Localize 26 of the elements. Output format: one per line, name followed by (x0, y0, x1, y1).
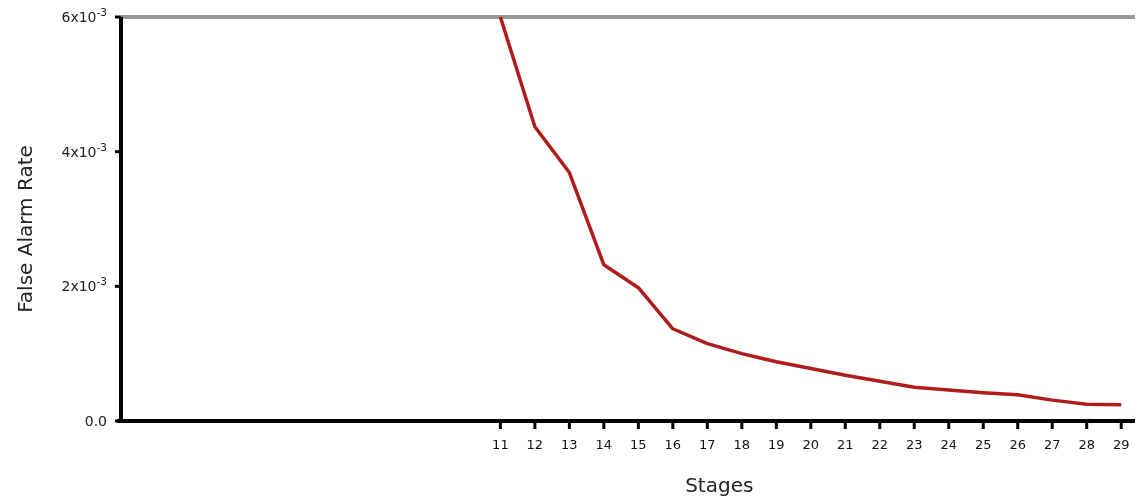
x-tick-label: 24 (940, 437, 958, 452)
y-tick-label: 4x10$^{-3}$ (61, 140, 107, 160)
x-tick-label: 11 (492, 437, 509, 452)
x-tick-label: 22 (871, 437, 889, 452)
x-tick-label: 29 (1112, 437, 1130, 452)
x-tick-label: 13 (561, 437, 578, 452)
x-tick-label: 14 (595, 437, 613, 452)
x-tick-label: 19 (768, 437, 785, 452)
x-tick-label: 12 (526, 437, 544, 452)
y-tick-label: 2x10$^{-3}$ (61, 275, 107, 295)
line-series (498, 15, 1123, 407)
x-tick-label: 28 (1078, 437, 1095, 452)
x-tick-label: 23 (905, 437, 923, 452)
x-tick-label: 20 (802, 437, 820, 452)
x-axis-title: Stages (685, 473, 754, 497)
y-axis-title: False Alarm Rate (13, 145, 37, 313)
x-tick-label: 21 (837, 437, 854, 452)
x-tick-label: 17 (699, 437, 716, 452)
x-tick-label: 18 (733, 437, 751, 452)
x-tick-label: 25 (974, 437, 992, 452)
x-tick-label: 15 (630, 437, 647, 452)
x-tick-label: 27 (1043, 437, 1061, 452)
x-tick-label: 26 (1009, 437, 1027, 452)
x-tick-label: 16 (664, 437, 682, 452)
y-tick-label: 0.0 (84, 413, 107, 429)
y-tick-label: 6x10$^{-3}$ (61, 6, 107, 25)
